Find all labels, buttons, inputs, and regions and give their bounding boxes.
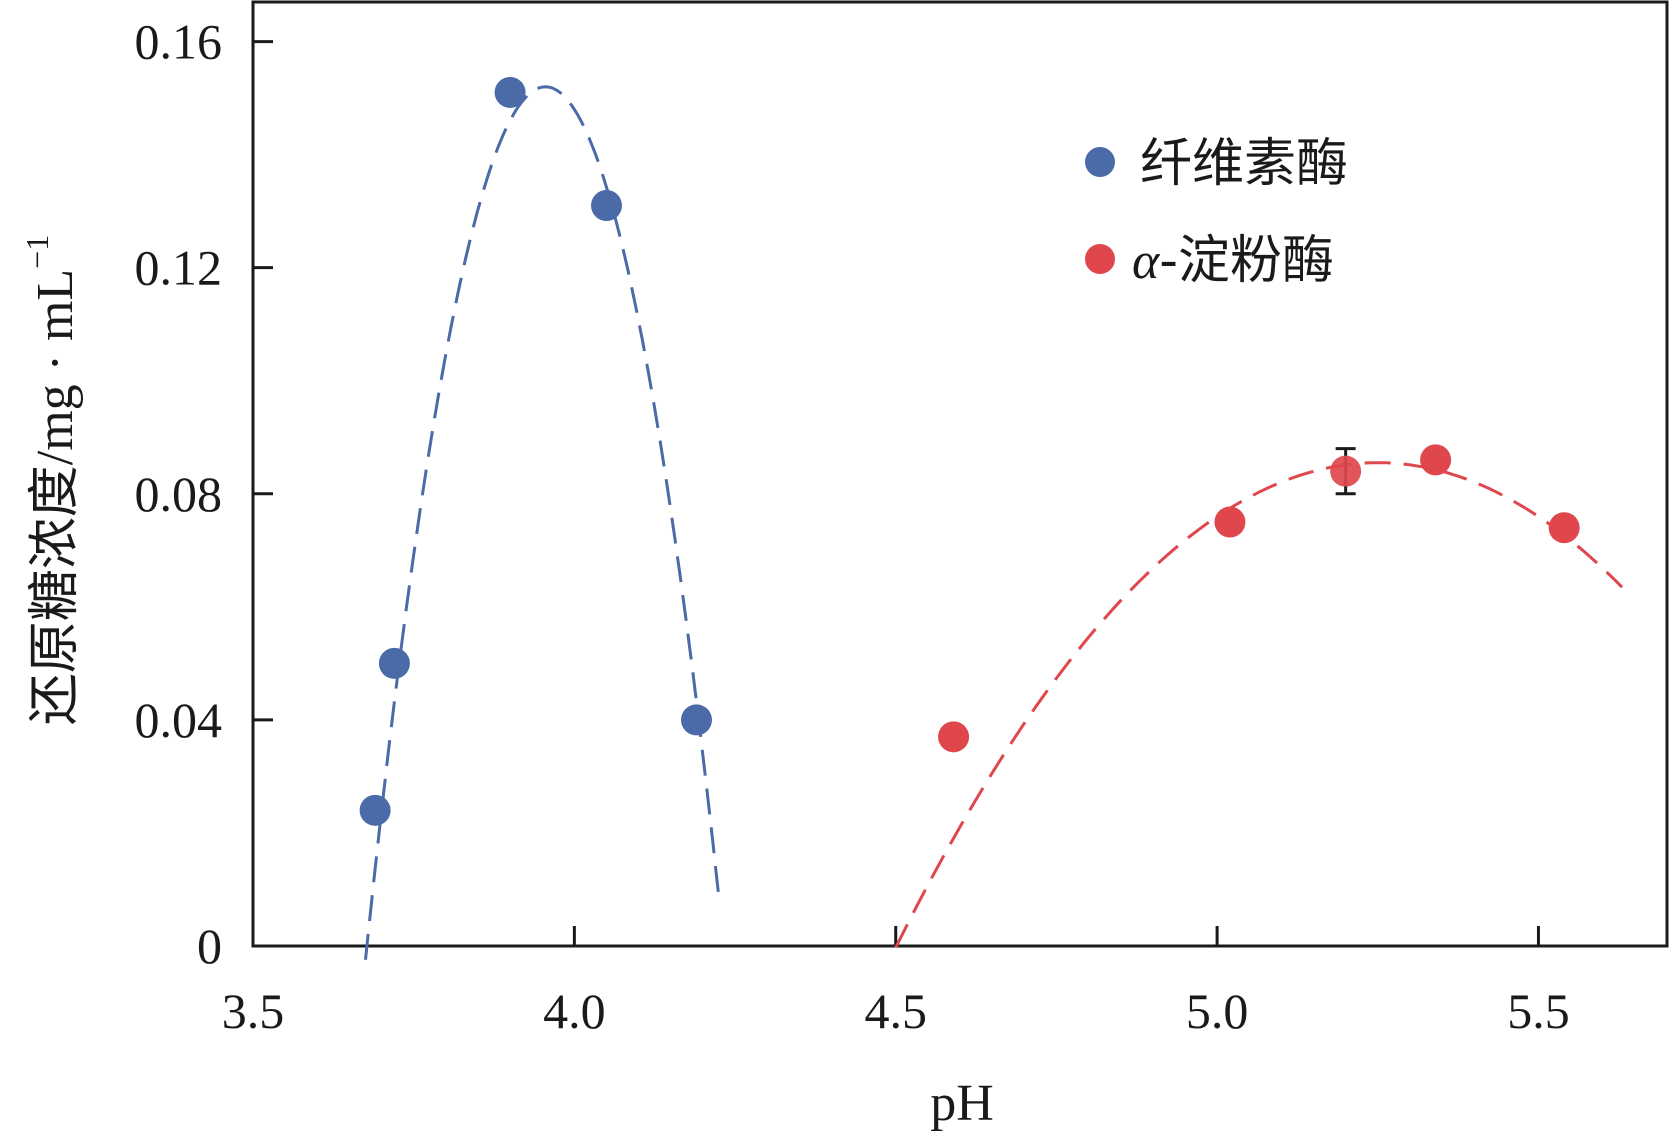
fit-curve-series-1 [894,461,1624,949]
fit-curves [364,85,1624,960]
legend-label-cellulase: 纤维素酶 [1140,134,1348,194]
data-point-series-1-point-0 [938,721,970,753]
y-tick-label-1: 0.04 [135,692,223,748]
fit-curve-series-0 [364,85,721,960]
plot-frame [251,0,1669,948]
x-tick-label-4: 5.5 [1507,983,1570,1039]
y-axis-title-superscript: −1 [19,235,55,269]
y-axis-title-group: 还原糖浓度/mg · mL−1 [19,235,84,725]
y-tick-label-3: 0.12 [135,240,223,296]
legend: 纤维素酶 α-淀粉酶 [1085,134,1348,291]
x-tick-label-1: 4.0 [543,983,606,1039]
data-point-series-0-point-3 [591,189,622,221]
data-point-series-0-point-4 [680,704,712,736]
x-axis-title: pH [930,1075,994,1132]
data-point-series-0-point-1 [378,647,410,679]
data-points [359,76,1580,826]
legend-marker-amylase [1085,244,1115,274]
data-point-series-0-point-0 [359,794,391,826]
legend-marker-cellulase [1085,147,1115,177]
data-point-series-1-point-4 [1548,512,1580,544]
x-tick-label-2: 4.5 [864,983,927,1039]
y-axis-title: 还原糖浓度/mg · mL−1 [19,235,84,725]
axes: 3.5 4.0 4.5 5.0 5.5 0 0.04 0.08 0.12 0.16 [135,0,1669,1039]
legend-label-amylase-text: -淀粉酶 [1159,231,1334,291]
x-tick-label-3: 5.0 [1186,983,1249,1039]
y-tick-label-0: 0 [197,918,222,974]
y-tick-label-4: 0.16 [135,14,223,70]
data-point-series-0-point-2 [494,76,526,108]
legend-label-amylase: α-淀粉酶 [1132,231,1334,291]
y-axis-title-main: 还原糖浓度/mg · mL [27,269,84,725]
legend-alpha-symbol: α [1132,233,1161,290]
data-point-series-1-point-3 [1420,444,1452,476]
y-tick-label-2: 0.08 [135,466,223,522]
data-point-series-1-point-1 [1214,506,1246,538]
data-point-series-1-point-2 [1330,455,1362,487]
x-tick-label-0: 3.5 [222,983,285,1039]
